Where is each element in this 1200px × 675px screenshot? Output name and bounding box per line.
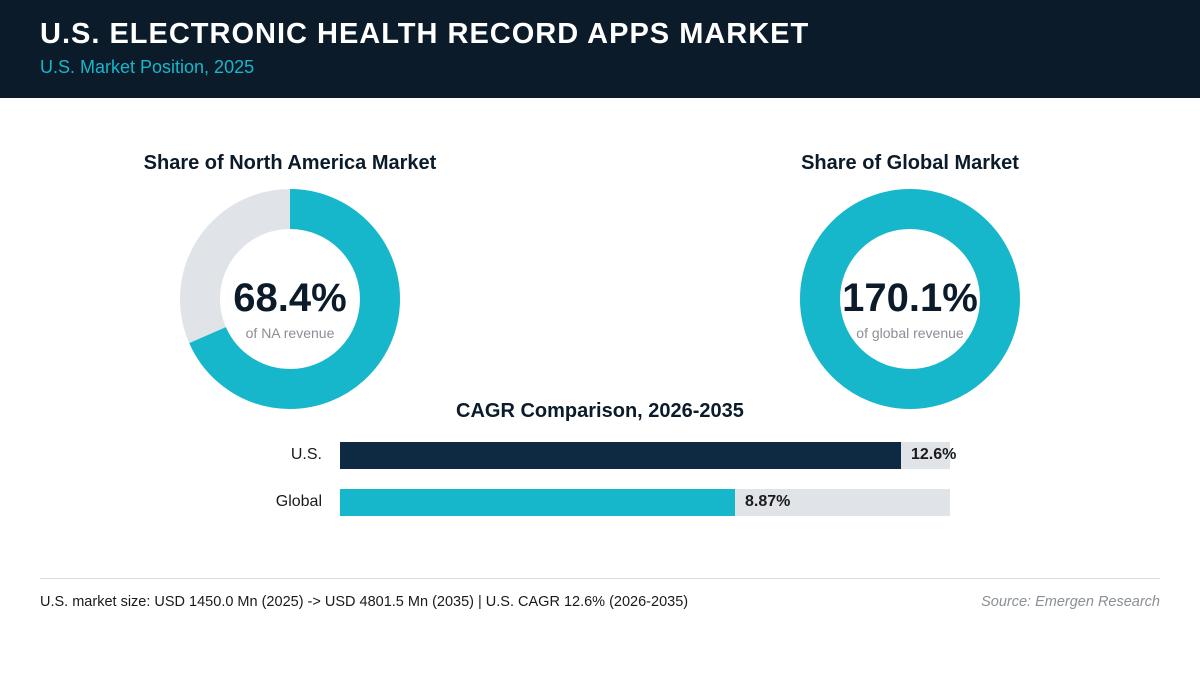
na-share-donut (180, 189, 400, 409)
bar-us (340, 442, 901, 469)
na-share-caption: of NA revenue (245, 325, 335, 341)
donut-share-arc (180, 189, 400, 409)
bar-global (340, 489, 735, 516)
cagr-chart-title: CAGR Comparison, 2026-2035 (456, 400, 744, 422)
footer-divider (40, 578, 1160, 579)
bar-value-label: 8.87% (745, 493, 791, 510)
bar-category-label: U.S. (290, 446, 322, 463)
footer-note: U.S. market size: USD 1450.0 Mn (2025) -… (40, 594, 689, 610)
header: U.S. ELECTRONIC HEALTH RECORD APPS MARKE… (0, 0, 1200, 98)
bar-value-label: 12.6% (911, 446, 957, 463)
donut-share-arc (800, 189, 1020, 409)
page-title: U.S. ELECTRONIC HEALTH RECORD APPS MARKE… (40, 18, 810, 50)
global-share-donut (800, 189, 1020, 409)
bar-track: 8.87% (340, 489, 950, 516)
page-subtitle: U.S. Market Position, 2025 (40, 57, 255, 77)
source-credit: Source: Emergen Research (981, 594, 1160, 610)
bar-track: 12.6% (340, 442, 956, 469)
global-share-caption: of global revenue (856, 325, 964, 341)
global-share-title: Share of Global Market (801, 152, 1019, 174)
na-share-value: 68.4% (233, 276, 347, 320)
global-share-value: 170.1% (842, 276, 978, 320)
na-share-title: Share of North America Market (143, 152, 437, 174)
bar-category-label: Global (275, 493, 322, 510)
